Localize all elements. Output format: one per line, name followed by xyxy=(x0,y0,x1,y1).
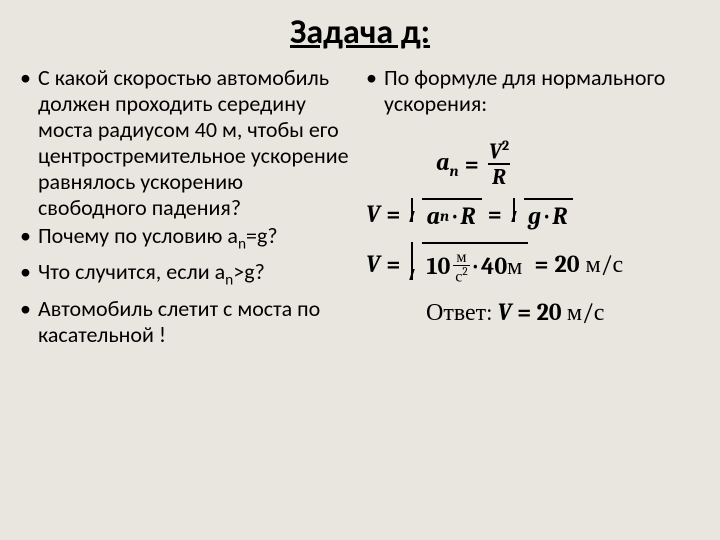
bullet-icon: • xyxy=(20,259,38,293)
var-v: V xyxy=(498,298,512,326)
dot: · xyxy=(470,252,481,280)
value-40: 40 xyxy=(481,252,507,280)
text: =g? xyxy=(246,222,278,249)
exponent: 2 xyxy=(502,137,509,154)
var-r: R xyxy=(492,164,506,190)
list-item: • С какой скоростью автомобиль должен пр… xyxy=(20,65,350,221)
sqrt: 10 м с2 · 40м xyxy=(406,242,528,286)
question-1: Почему по условию an=g? xyxy=(38,223,278,257)
bullet-icon: • xyxy=(366,65,384,117)
answer-unit: м/с xyxy=(567,298,605,326)
sqrt: an · R xyxy=(406,198,481,230)
dot: · xyxy=(449,202,460,230)
unit-m: м xyxy=(454,249,468,265)
text: >g? xyxy=(233,258,265,285)
bullet-icon: • xyxy=(20,296,38,348)
bullet-icon: • xyxy=(20,65,38,221)
left-column: • С какой скоростью автомобиль должен пр… xyxy=(20,65,360,350)
unit-fraction: м с2 xyxy=(453,249,469,284)
value-10: 10 xyxy=(426,252,450,280)
dot: · xyxy=(541,202,552,230)
equals: = xyxy=(386,250,400,278)
var-v: V xyxy=(366,200,380,228)
list-item: • Автомобиль слетит с моста по касательн… xyxy=(20,296,350,348)
var-a: a xyxy=(426,202,440,230)
question-2: Что случится, если an>g? xyxy=(38,259,265,293)
intro-text: По формуле для нормального ускорения: xyxy=(384,65,700,117)
content: • С какой скоростью автомобиль должен пр… xyxy=(0,59,720,350)
text: Что случится, если a xyxy=(38,258,225,285)
answer-note: Автомобиль слетит с моста по касательной… xyxy=(38,296,350,348)
bullet-icon: • xyxy=(20,223,38,257)
var-g: g xyxy=(528,202,541,230)
answer-line: Ответ: V = 20 м/с xyxy=(366,298,700,327)
subscript-n: n xyxy=(450,162,459,180)
formula-3: V = 10 м с2 · 40м = 20 xyxy=(366,242,700,286)
formula-2: V = an · R = g · R xyxy=(366,198,700,230)
list-item: • По формуле для нормального ускорения: xyxy=(366,65,700,117)
subscript: n xyxy=(238,234,246,253)
equals: = xyxy=(465,150,479,178)
equals: = xyxy=(386,200,400,228)
exponent: 2 xyxy=(462,265,467,278)
text: Почему по условию a xyxy=(38,222,238,249)
sqrt: g · R xyxy=(508,198,574,230)
list-item: • Почему по условию an=g? xyxy=(20,223,350,257)
var-r: R xyxy=(460,202,475,230)
problem-text: С какой скоростью автомобиль должен прох… xyxy=(38,65,350,221)
unit-ms: м/с xyxy=(586,250,624,279)
right-column: • По формуле для нормального ускорения: … xyxy=(360,65,700,350)
answer-label: Ответ: xyxy=(426,298,492,326)
var-r: R xyxy=(552,202,567,230)
subscript-n: n xyxy=(440,207,449,225)
equals: = xyxy=(517,298,531,326)
equals: = xyxy=(488,200,502,228)
var-v: V xyxy=(489,138,502,164)
var-v: V xyxy=(366,250,380,278)
unit-m: м xyxy=(507,252,522,281)
var-a: a xyxy=(436,148,450,176)
list-item: • Что случится, если an>g? xyxy=(20,259,350,293)
page-title: Задача д: xyxy=(0,0,720,59)
answer-value: 20 xyxy=(537,298,562,326)
equals: = xyxy=(534,250,548,278)
fraction: V2 R xyxy=(485,139,513,188)
value-20: 20 xyxy=(555,250,580,278)
formula-1: an = V2 R xyxy=(366,139,700,188)
